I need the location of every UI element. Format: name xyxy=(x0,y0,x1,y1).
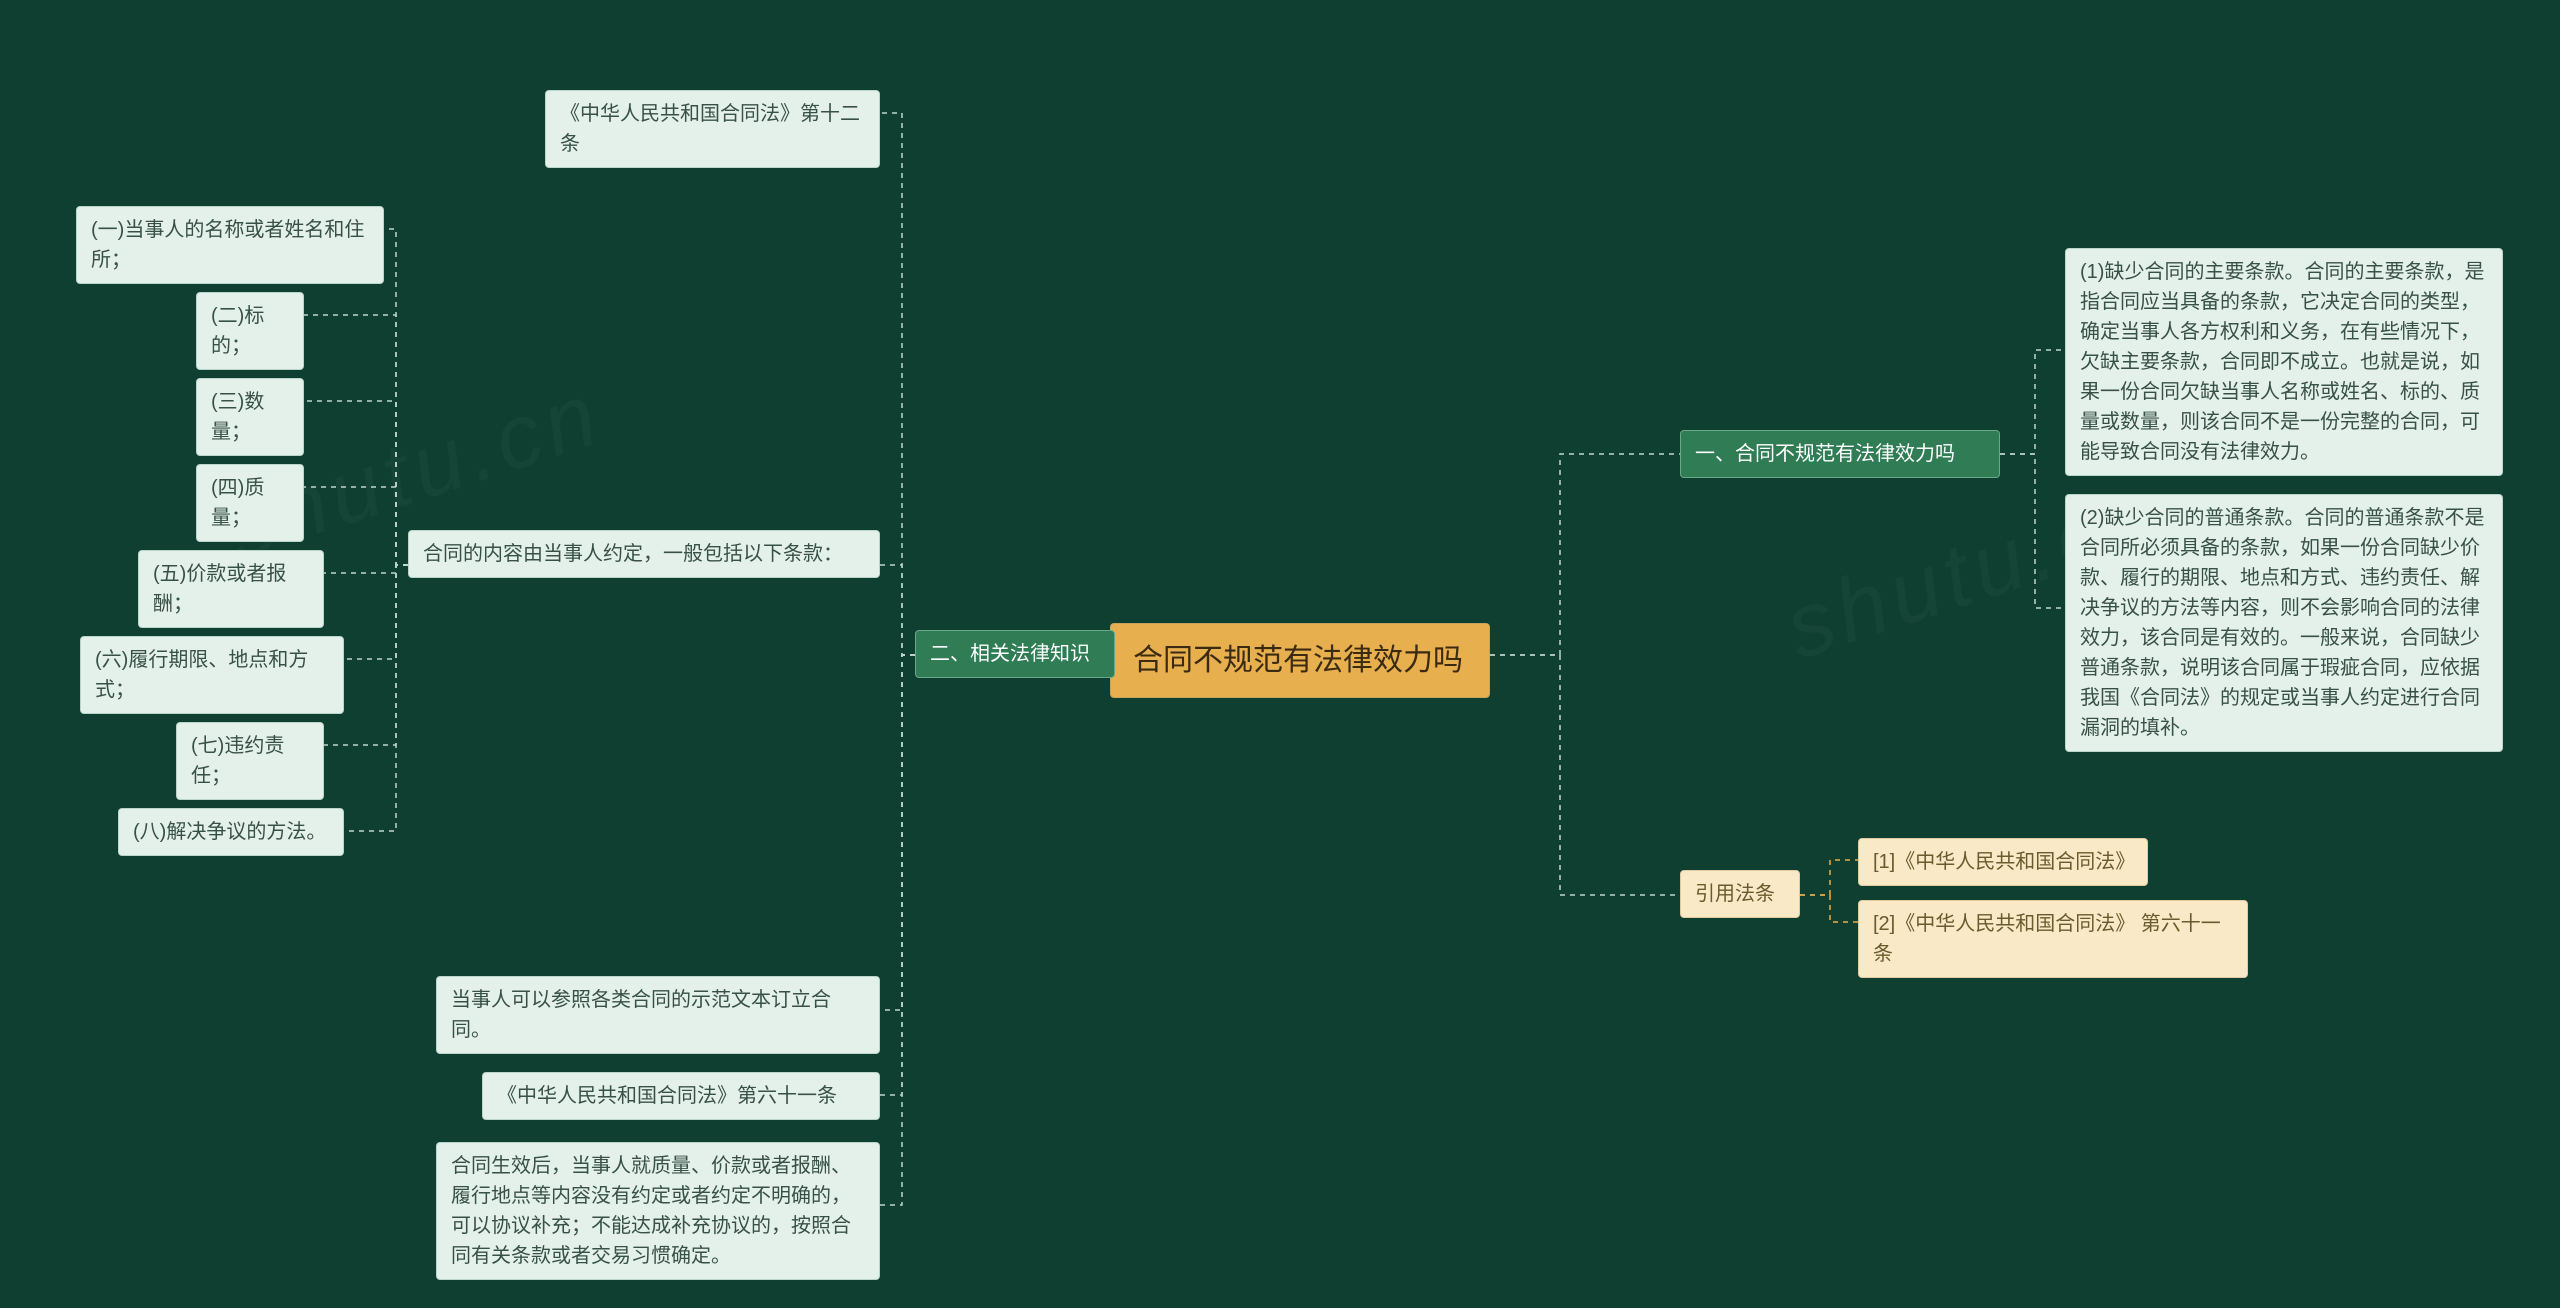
leaf-node-s2-item-5: 合同生效后，当事人就质量、价款或者报酬、履行地点等内容没有约定或者约定不明确的，… xyxy=(436,1142,880,1280)
leaf-node-s2-item-1: 《中华人民共和国合同法》第十二条 xyxy=(545,90,880,168)
branch-node-section-2: 二、相关法律知识 xyxy=(915,630,1115,678)
leaf-node-clause-3: (三)数量； xyxy=(196,378,304,456)
root-node: 合同不规范有法律效力吗 xyxy=(1110,623,1490,698)
leaf-node-clause-2: (二)标的； xyxy=(196,292,304,370)
leaf-node-s1-item-1: (1)缺少合同的主要条款。合同的主要条款，是指合同应当具备的条款，它决定合同的类… xyxy=(2065,248,2503,476)
leaf-node-clause-7: (七)违约责任； xyxy=(176,722,324,800)
leaf-node-clause-4: (四)质量； xyxy=(196,464,304,542)
leaf-node-s2-item-4: 《中华人民共和国合同法》第六十一条 xyxy=(482,1072,880,1120)
leaf-node-clause-8: (八)解决争议的方法。 xyxy=(118,808,344,856)
leaf-node-clause-1: (一)当事人的名称或者姓名和住所； xyxy=(76,206,384,284)
leaf-node-s2-item-2: 合同的内容由当事人约定，一般包括以下条款： xyxy=(408,530,880,578)
branch-node-section-1: 一、合同不规范有法律效力吗 xyxy=(1680,430,2000,478)
leaf-node-s1-item-2: (2)缺少合同的普通条款。合同的普通条款不是合同所必须具备的条款，如果一份合同缺… xyxy=(2065,494,2503,752)
leaf-node-clause-5: (五)价款或者报酬； xyxy=(138,550,324,628)
leaf-node-cite-2: [2]《中华人民共和国合同法》 第六十一条 xyxy=(1858,900,2248,978)
branch-node-citation: 引用法条 xyxy=(1680,870,1800,918)
leaf-node-cite-1: [1]《中华人民共和国合同法》 xyxy=(1858,838,2148,886)
leaf-node-s2-item-3: 当事人可以参照各类合同的示范文本订立合同。 xyxy=(436,976,880,1054)
leaf-node-clause-6: (六)履行期限、地点和方式； xyxy=(80,636,344,714)
